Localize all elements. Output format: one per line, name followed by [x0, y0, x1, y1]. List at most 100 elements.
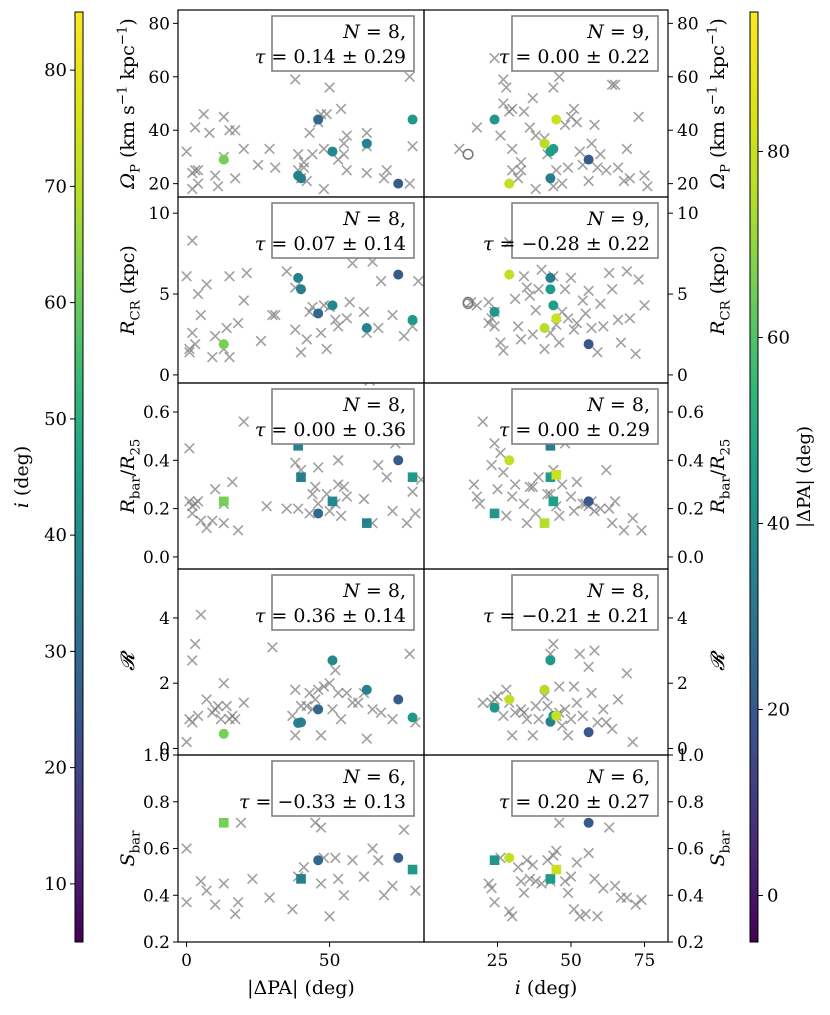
cross-marker: [375, 707, 387, 718]
cross-marker: [533, 713, 545, 725]
cross-marker: [206, 351, 218, 363]
cross-marker: [568, 505, 580, 517]
cross-marker: [332, 454, 344, 466]
x-axis-label: i (deg): [515, 977, 578, 999]
cross-marker: [609, 79, 621, 91]
cross-marker: [289, 324, 301, 335]
cross-marker: [184, 495, 195, 507]
colored-point-marker: [548, 300, 559, 311]
cross-marker: [612, 694, 624, 705]
cross-marker: [321, 343, 333, 355]
cross-marker: [495, 337, 506, 348]
colored-square-marker: [218, 817, 229, 828]
cross-marker: [495, 447, 506, 459]
colorbar-tick-label: 0: [767, 886, 778, 907]
cross-marker: [181, 146, 192, 157]
colored-point-marker: [489, 702, 500, 713]
cross-marker: [387, 880, 398, 892]
cross-marker: [204, 127, 215, 139]
cross-marker: [264, 143, 275, 155]
y-tick-label: 0.4: [143, 451, 170, 471]
y-axis-label: RCR (kpc): [117, 245, 144, 336]
cross-marker: [315, 730, 327, 741]
cross-marker: [550, 164, 562, 176]
cross-marker: [509, 293, 521, 305]
cross-marker: [483, 878, 495, 889]
cross-marker: [195, 609, 207, 621]
y-tick-label: 40: [148, 121, 170, 141]
cross-marker: [553, 817, 565, 829]
cross-marker: [398, 824, 410, 836]
cross-marker: [621, 668, 633, 679]
y-tick-label: 5: [159, 285, 170, 305]
cross-marker: [527, 92, 539, 104]
colored-point-marker: [504, 178, 515, 189]
colorbar-frame: [749, 11, 759, 943]
cross-marker: [335, 510, 347, 522]
cross-marker: [492, 483, 503, 495]
x-tick-label: 50: [319, 951, 341, 971]
cross-marker: [192, 164, 204, 176]
cross-marker: [361, 733, 373, 745]
annotation-n: N = 8,: [342, 21, 406, 43]
colored-point-marker: [551, 114, 562, 125]
cross-marker: [568, 903, 580, 915]
cross-marker: [238, 295, 250, 306]
cross-marker: [358, 871, 370, 882]
cross-marker: [595, 503, 606, 514]
colored-point-marker: [489, 114, 500, 125]
cross-marker: [335, 103, 347, 115]
cross-marker: [509, 707, 521, 718]
colored-point-marker: [551, 313, 562, 324]
cross-marker: [633, 274, 644, 285]
cross-marker: [387, 713, 398, 725]
cross-marker: [512, 861, 524, 873]
cross-marker: [530, 875, 542, 887]
cross-marker: [186, 327, 198, 339]
cross-marker: [410, 508, 421, 519]
annotation-box: [511, 202, 659, 259]
cross-marker: [229, 124, 241, 136]
cross-marker: [381, 164, 393, 176]
cross-marker: [483, 317, 495, 329]
y-tick-label: 0: [677, 739, 688, 759]
cross-marker: [633, 111, 644, 123]
cross-marker: [338, 138, 350, 149]
cross-marker: [378, 889, 390, 901]
colored-square-marker: [551, 469, 562, 480]
cross-marker: [574, 146, 586, 157]
cross-marker: [289, 730, 301, 741]
colored-point-marker: [218, 339, 229, 350]
annotation-n: N = 8,: [586, 580, 650, 602]
y-tick-label: 0.8: [677, 793, 704, 813]
cross-marker: [218, 517, 230, 529]
panel-4-1: 0.2 0.4 0.6 0.8 1.0 Sbar N = 6, τ = 0.20 ± 0.27: [423, 746, 734, 953]
cross-marker: [301, 333, 313, 345]
annotation-n: N = 8,: [342, 580, 406, 602]
cross-marker: [229, 908, 241, 920]
cross-marker: [361, 167, 373, 179]
cross-marker: [518, 707, 530, 718]
cross-marker: [515, 333, 527, 345]
colorbar-tick-label: 40: [44, 525, 67, 546]
annotation-n: N = 8,: [586, 394, 650, 416]
cross-marker: [238, 143, 250, 155]
y-axis-label: 𝓡: [117, 650, 139, 671]
cross-marker: [533, 471, 545, 483]
colored-point-marker: [296, 284, 306, 295]
colored-point-marker: [583, 154, 594, 165]
cross-marker: [636, 524, 647, 536]
cross-marker: [192, 710, 204, 722]
colorbar-gradient: [75, 12, 83, 942]
cross-marker: [232, 317, 244, 329]
annotation-n: N = 6,: [586, 766, 650, 788]
colored-point-marker: [539, 323, 550, 334]
cross-marker: [195, 875, 207, 887]
cross-marker: [556, 178, 568, 190]
cross-marker: [503, 906, 515, 917]
cross-marker: [229, 713, 241, 725]
cross-marker: [550, 845, 562, 857]
cross-marker: [189, 122, 201, 133]
data-layer: [181, 235, 424, 363]
